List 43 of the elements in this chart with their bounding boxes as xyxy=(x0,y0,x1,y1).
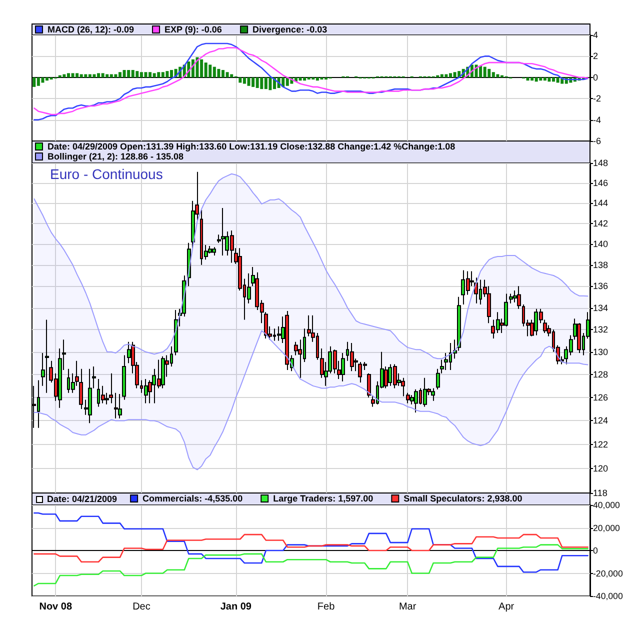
y-tick-label: 0 xyxy=(593,72,598,82)
y-tick-label: 4 xyxy=(593,30,598,40)
y-tick-label: 0 xyxy=(593,546,598,556)
legend-label: Small Speculators: 2,938.00 xyxy=(404,494,522,504)
legend-label: Date: 04/29/2009 Open:131.39 High:133.60 Low:131.19 Close:132.88 Change:1.42 %Change:1.08 xyxy=(48,142,456,152)
x-tick-label: Dec xyxy=(132,602,150,612)
y-tick-label: 20,000 xyxy=(593,522,620,533)
y-tick-label: 142 xyxy=(593,218,608,228)
y-tick-label: 136 xyxy=(593,281,608,292)
legend-label: MACD (26, 12): -0.09 xyxy=(48,24,134,34)
y-tick-label: 130 xyxy=(593,346,608,357)
y-tick-label: -40,000 xyxy=(593,591,623,601)
legend-label: EXP (9): -0.06 xyxy=(164,24,222,34)
y-tick-label: -2 xyxy=(593,94,602,104)
y-tick-label: -20,000 xyxy=(593,568,623,578)
y-tick-label: 138 xyxy=(593,260,608,270)
y-tick-label: 120 xyxy=(593,464,608,474)
legend-label: Commercials: -4,535.00 xyxy=(142,494,243,504)
legend-label: Large Traders: 1,597.00 xyxy=(273,494,374,504)
y-tick-label: 128 xyxy=(593,370,608,380)
legend-title: Date: 04/21/2009 xyxy=(47,494,118,504)
y-tick-label: 146 xyxy=(593,178,608,188)
chart-title: Euro - Continuous xyxy=(50,166,163,182)
y-tick-label: 132 xyxy=(593,324,608,335)
legend-label: Divergence: -0.03 xyxy=(252,24,328,34)
y-tick-label: 40,000 xyxy=(593,500,620,510)
x-tick-label: Mar xyxy=(398,602,417,612)
legend-label: Bollinger (21, 2): 128.86 - 135.08 xyxy=(48,152,184,162)
y-tick-label: 2 xyxy=(593,51,598,62)
y-tick-label: 134 xyxy=(593,302,608,313)
y-tick-label: -4 xyxy=(593,114,602,125)
y-tick-label: 144 xyxy=(593,198,608,208)
y-tick-label: 124 xyxy=(593,416,608,426)
y-tick-label: 122 xyxy=(593,439,608,450)
x-tick-label: Feb xyxy=(317,602,336,612)
x-tick-label: Nov 08 xyxy=(39,602,72,612)
y-tick-label: 118 xyxy=(593,488,608,498)
x-tick-label: Jan 09 xyxy=(220,602,252,612)
y-tick-label: 148 xyxy=(593,158,608,168)
y-tick-label: 140 xyxy=(593,238,608,249)
y-tick-label: 126 xyxy=(593,392,608,402)
y-tick-label: -6 xyxy=(593,136,602,146)
x-tick-label: Apr xyxy=(498,602,515,612)
